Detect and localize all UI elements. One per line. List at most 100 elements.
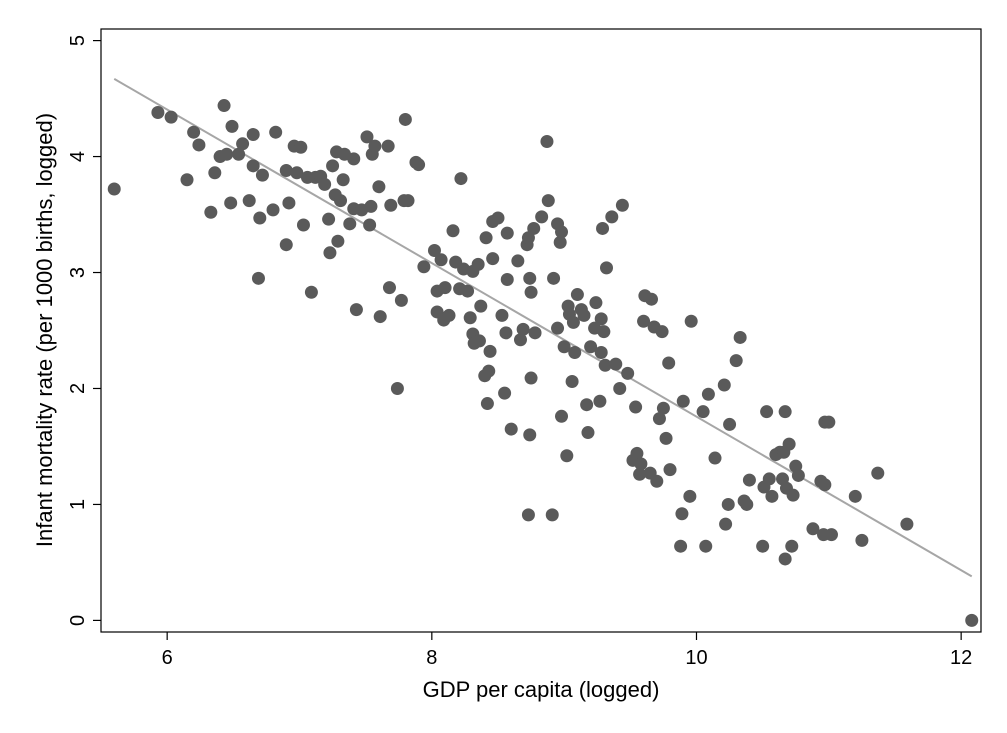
data-point: [398, 112, 412, 126]
data-points-layer: [107, 99, 979, 627]
data-point: [528, 326, 542, 340]
data-point: [491, 211, 505, 225]
data-point: [349, 303, 363, 317]
data-point: [486, 252, 500, 266]
data-point: [187, 125, 201, 139]
data-point: [483, 344, 497, 358]
data-point: [427, 243, 441, 257]
data-point: [384, 198, 398, 212]
x-tick-label: 6: [162, 647, 173, 669]
data-point: [236, 137, 250, 151]
data-point: [372, 180, 386, 194]
data-point: [652, 412, 666, 426]
data-point: [279, 238, 293, 252]
data-point: [593, 394, 607, 408]
data-point: [818, 478, 832, 492]
data-point: [220, 147, 234, 161]
data-point: [438, 281, 452, 295]
data-point: [662, 356, 676, 370]
data-point: [568, 346, 582, 360]
data-point: [107, 182, 121, 196]
data-point: [524, 371, 538, 385]
data-point: [208, 166, 222, 180]
data-point: [495, 308, 509, 322]
data-point: [318, 177, 332, 191]
data-point: [565, 375, 579, 389]
data-point: [479, 231, 493, 245]
data-point: [463, 311, 477, 325]
data-point: [296, 218, 310, 232]
data-point: [343, 217, 357, 231]
data-point: [553, 235, 567, 249]
data-point: [224, 196, 238, 210]
data-point: [855, 533, 869, 547]
data-point: [723, 417, 737, 431]
data-point: [255, 168, 269, 182]
data-point: [331, 234, 345, 248]
data-point: [242, 194, 256, 208]
data-point: [246, 128, 260, 142]
data-point: [634, 457, 648, 471]
data-point: [401, 194, 415, 208]
data-point: [417, 260, 431, 274]
data-point: [511, 254, 525, 268]
data-point: [266, 203, 280, 217]
data-point: [251, 271, 265, 285]
data-point: [434, 253, 448, 267]
data-point: [279, 163, 293, 177]
data-point: [474, 299, 488, 313]
data-point: [584, 340, 598, 354]
data-point: [364, 199, 378, 213]
data-point: [675, 507, 689, 521]
data-point: [581, 426, 595, 440]
x-tick-label: 12: [950, 647, 972, 669]
data-point: [684, 314, 698, 328]
data-point: [621, 366, 635, 380]
data-point: [442, 308, 456, 322]
data-point: [900, 517, 914, 531]
data-point: [547, 271, 561, 285]
data-point: [630, 446, 644, 460]
data-point: [600, 261, 614, 275]
data-point: [523, 428, 537, 442]
data-point: [871, 466, 885, 480]
data-point: [782, 437, 796, 451]
y-tick-label: 5: [67, 35, 89, 46]
data-point: [589, 296, 603, 310]
y-tick-label: 0: [67, 615, 89, 626]
data-point: [659, 431, 673, 445]
data-point: [742, 473, 756, 487]
data-point: [733, 330, 747, 344]
data-point: [740, 497, 754, 511]
data-point: [368, 139, 382, 153]
data-point: [360, 130, 374, 144]
data-point: [708, 451, 722, 465]
data-point: [656, 401, 670, 415]
data-point: [824, 528, 838, 542]
y-tick-label: 3: [67, 267, 89, 278]
data-point: [472, 334, 486, 348]
x-axis-title: GDP per capita (logged): [423, 677, 660, 702]
data-point: [577, 308, 591, 322]
x-tick-label: 8: [426, 647, 437, 669]
data-point: [598, 358, 612, 372]
data-point: [334, 194, 348, 208]
data-point: [500, 272, 514, 286]
y-tick-label: 2: [67, 383, 89, 394]
data-point: [580, 398, 594, 412]
data-point: [791, 468, 805, 482]
data-point: [304, 285, 318, 299]
data-point: [513, 333, 527, 347]
data-point: [696, 405, 710, 419]
data-point: [594, 312, 608, 326]
data-point: [482, 364, 496, 378]
data-point: [545, 508, 559, 522]
data-point: [412, 158, 426, 172]
data-point: [596, 221, 610, 235]
data-point: [535, 210, 549, 224]
data-point: [683, 489, 697, 503]
data-point: [290, 166, 304, 180]
data-point: [760, 405, 774, 419]
